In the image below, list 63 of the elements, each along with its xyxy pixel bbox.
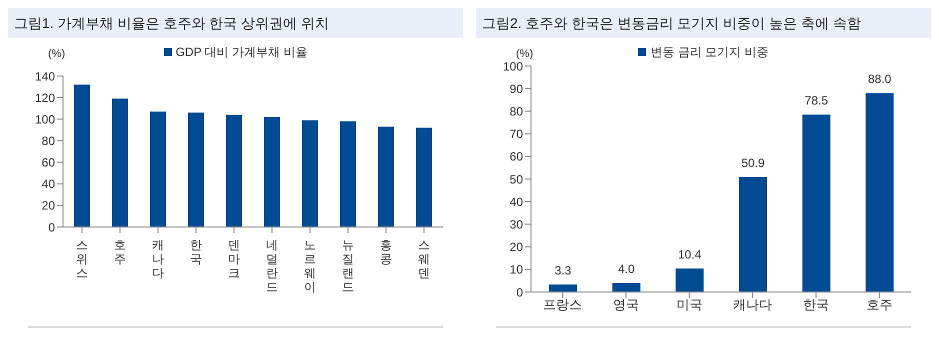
y-tick-label: 60: [42, 156, 56, 170]
bar: [74, 84, 90, 227]
bar: [226, 114, 242, 227]
text: 50.9: [741, 156, 765, 170]
legend-label: 변동 금리 모기지 비중: [649, 45, 768, 59]
x-tick-label: 프랑스: [543, 297, 582, 312]
bar: [802, 114, 830, 292]
y-axis-title: (%): [48, 48, 66, 60]
y-tick-label: 0: [516, 285, 524, 300]
x-tick-label: 미국: [676, 297, 702, 312]
x-tick-label: 호주: [114, 238, 126, 266]
y-tick-label: 80: [42, 134, 56, 148]
bar: [612, 282, 640, 292]
x-tick-label: 한국: [803, 297, 829, 312]
x-tick-label: 스위스: [76, 238, 88, 280]
x-tick-label: 한국: [190, 238, 202, 266]
bar: [150, 112, 166, 227]
y-tick-label: 20: [42, 198, 56, 213]
x-tick-label: 캐나다: [733, 297, 772, 312]
y-tick-label: 80: [510, 104, 524, 118]
chart-title: 그림1. 가계부채 비율은 호주와 한국 상위권에 위치: [8, 8, 463, 38]
bar: [416, 128, 432, 227]
x-tick-label: 스웨덴: [418, 238, 430, 280]
text: 88.0: [868, 72, 892, 86]
y-tick-label: 120: [34, 90, 56, 105]
x-tick-label: 덴마크: [228, 238, 240, 280]
text: 4.0: [618, 262, 635, 276]
y-tick-label: 90: [510, 82, 524, 96]
bar: [866, 93, 894, 292]
y-axis-title: (%): [516, 48, 534, 60]
bar: [264, 116, 280, 227]
y-tick-label: 20: [510, 240, 524, 254]
bar: [112, 98, 128, 227]
bar: [340, 121, 356, 227]
x-tick-label: 영국: [613, 297, 639, 312]
x-tick-label: 노르웨이: [304, 238, 316, 294]
y-tick-label: 50: [510, 172, 524, 186]
x-tick-label: 네덜란드: [266, 238, 278, 294]
chart-title: 그림2. 호주와 한국은 변동금리 모기지 비중이 높은 축에 속함: [476, 8, 931, 38]
bar: [739, 176, 767, 292]
bar: [378, 126, 394, 227]
y-tick-label: 100: [34, 112, 56, 126]
y-tick-label: 140: [34, 69, 56, 84]
y-tick-label: 40: [510, 194, 524, 209]
text: 10.4: [678, 247, 702, 262]
bar: [676, 268, 704, 292]
legend-label: GDP 대비 가계부채 비율: [174, 45, 308, 59]
bar: [302, 120, 318, 227]
text: 78.5: [804, 94, 828, 108]
x-tick-label: 캐나다: [152, 238, 164, 280]
x-tick-label: 호주: [866, 297, 892, 312]
y-tick-label: 10: [510, 262, 524, 277]
x-tick-label: 홍콩: [380, 238, 392, 266]
y-tick-label: 70: [510, 127, 524, 142]
bar: [549, 284, 577, 292]
y-tick-label: 100: [502, 59, 524, 74]
text: 3.3: [554, 264, 572, 278]
y-tick-label: 30: [510, 217, 524, 232]
x-tick-label: 뉴질랜드: [342, 238, 354, 294]
y-tick-label: 60: [510, 150, 524, 164]
y-tick-label: 0: [48, 220, 56, 234]
y-tick-label: 40: [42, 177, 56, 192]
bar: [188, 112, 204, 227]
